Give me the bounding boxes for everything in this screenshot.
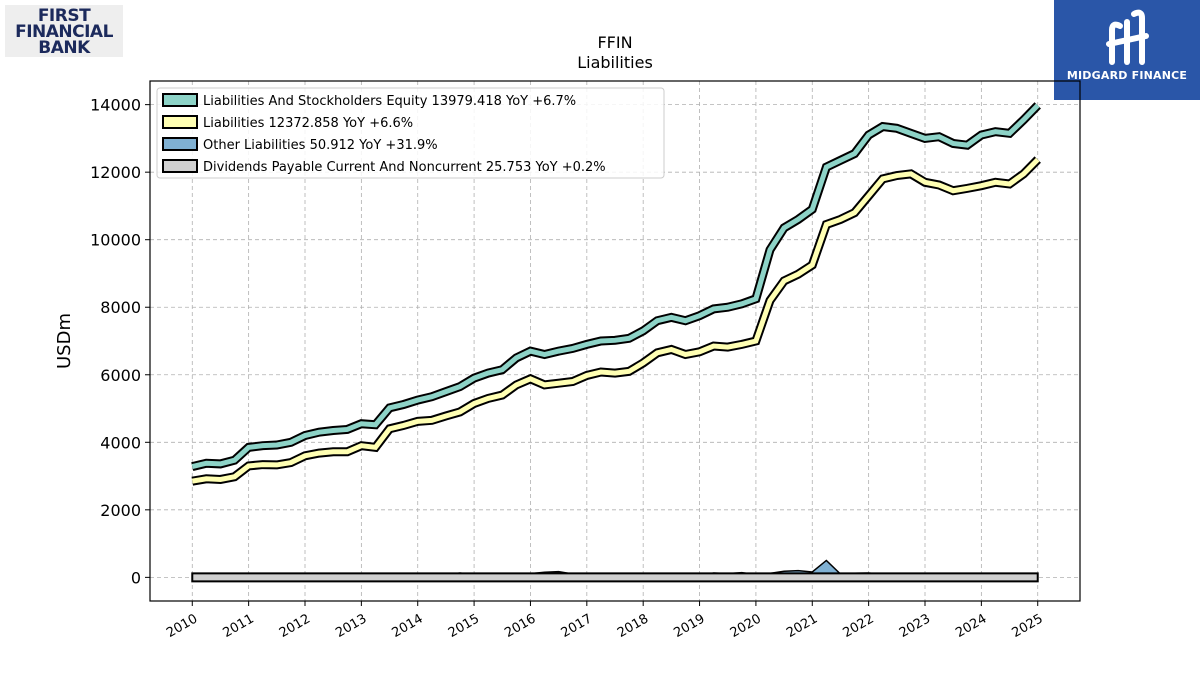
- x-tick-label: 2020: [728, 611, 764, 641]
- series-equity: [191, 102, 1041, 471]
- logo-line-3: BANK: [38, 38, 90, 58]
- x-tick-label: 2011: [220, 611, 256, 641]
- x-tick-label: 2018: [615, 611, 651, 641]
- legend-label-equity: Liabilities And Stockholders Equity 1397…: [203, 94, 576, 109]
- y-axis-label: USDm: [54, 313, 75, 369]
- logo-line-2: FINANCIAL: [15, 22, 113, 42]
- x-tick-label: 2022: [840, 611, 876, 641]
- x-tick-label: 2019: [671, 611, 707, 641]
- midgard-emblem-icon: [1106, 9, 1149, 65]
- x-tick-label: 2010: [164, 611, 200, 641]
- plot-frame: [149, 80, 1081, 602]
- series-liabilities: [191, 156, 1041, 486]
- x-tick-label: 2013: [333, 611, 369, 641]
- legend-label-liabilities: Liabilities 12372.858 YoY +6.6%: [203, 116, 413, 131]
- legend-swatch-liabilities: [162, 115, 198, 129]
- x-tick-label: 2016: [502, 611, 538, 641]
- legend-label-other: Other Liabilities 50.912 YoY +31.9%: [203, 138, 438, 153]
- series-line-liabilities: [191, 157, 1040, 484]
- x-tick-label: 2023: [897, 611, 933, 641]
- legend-swatch-dividends: [162, 159, 198, 173]
- y-tick-label: 10000: [90, 231, 141, 250]
- series-dividends: [191, 572, 1039, 583]
- legend-swatch-equity: [162, 93, 198, 107]
- legend-box: [156, 87, 665, 179]
- chart-subtitle: Liabilities: [577, 53, 653, 72]
- midgard-finance-logo: MIDGARD FINANCE: [1054, 0, 1200, 100]
- chart-legend: Liabilities And Stockholders Equity 1397…: [156, 87, 665, 179]
- legend-label-dividends: Dividends Payable Current And Noncurrent…: [203, 160, 606, 175]
- x-tick-label: 2015: [446, 611, 482, 641]
- x-tick-label: 2014: [390, 611, 426, 641]
- x-axis-ticks: 2010 2011 2012 2013 2014 2015 2016 2017 2018 2019…: [164, 601, 1046, 641]
- y-tick-label: 8000: [100, 298, 141, 317]
- y-tick-label: 6000: [100, 366, 141, 385]
- midgard-finance-name: MIDGARD FINANCE: [1066, 69, 1188, 82]
- legend-swatch-other: [162, 137, 198, 151]
- y-axis-ticks: 0 2000 4000 6000 8000 10000 12000 14000: [90, 96, 150, 587]
- logo-line-1: FIRST: [37, 6, 91, 26]
- y-tick-label: 4000: [100, 433, 141, 452]
- chart-areas: [191, 102, 1041, 583]
- x-tick-label: 2012: [277, 611, 313, 641]
- chart-title: FFIN: [597, 33, 632, 52]
- x-tick-label: 2021: [784, 611, 820, 641]
- y-tick-label: 2000: [100, 501, 141, 520]
- x-tick-label: 2025: [1010, 611, 1046, 641]
- series-line-equity: [191, 103, 1040, 470]
- x-tick-label: 2024: [953, 611, 989, 641]
- y-tick-label: 14000: [90, 96, 141, 115]
- x-tick-label: 2017: [559, 611, 595, 641]
- y-tick-label: 0: [131, 568, 141, 587]
- series-band-dividends: [191, 572, 1039, 583]
- y-tick-label: 12000: [90, 163, 141, 182]
- first-financial-bank-logo: FIRST FINANCIAL BANK: [5, 5, 123, 58]
